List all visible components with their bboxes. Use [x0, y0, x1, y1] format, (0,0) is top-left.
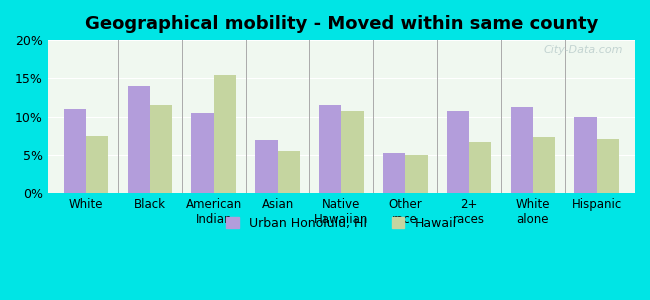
Bar [533, 137, 555, 193]
Bar [597, 139, 619, 193]
Bar [405, 155, 428, 193]
Bar [447, 111, 469, 193]
Bar [278, 151, 300, 193]
Legend: Urban Honolulu, HI, Hawaii: Urban Honolulu, HI, Hawaii [220, 211, 463, 236]
Text: City-Data.com: City-Data.com [544, 45, 623, 55]
Bar [341, 111, 364, 193]
Bar [150, 105, 172, 193]
Title: Geographical mobility - Moved within same county: Geographical mobility - Moved within sam… [84, 15, 598, 33]
Bar [383, 154, 405, 193]
Bar [86, 136, 109, 193]
Bar [469, 142, 491, 193]
Bar [214, 75, 236, 193]
Bar [64, 109, 86, 193]
Bar [319, 105, 341, 193]
Bar [575, 118, 597, 193]
Bar [191, 113, 214, 193]
Bar [127, 86, 150, 193]
Bar [510, 107, 533, 193]
Bar [255, 140, 278, 193]
